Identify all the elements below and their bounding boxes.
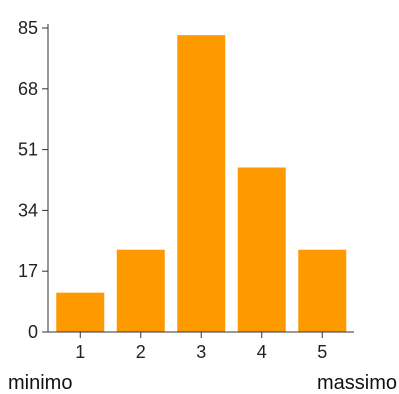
x-tick-label: 2 (136, 342, 146, 362)
bar-5 (298, 249, 347, 332)
x-tick-label: 4 (257, 342, 267, 362)
x-axis-max-label: massimo (316, 372, 397, 394)
y-tick-label: 0 (28, 322, 38, 342)
y-tick-label: 17 (18, 261, 38, 281)
y-tick-label: 51 (18, 140, 38, 160)
bar-2 (116, 249, 165, 332)
x-tick-label: 5 (317, 342, 327, 362)
y-tick-label: 85 (18, 18, 38, 38)
x-tick-label: 1 (75, 342, 85, 362)
bars-group (56, 35, 347, 332)
y-axis-ticks: 0 17 34 51 68 85 (18, 18, 48, 342)
y-tick-label: 68 (18, 79, 38, 99)
x-tick-label: 3 (196, 342, 206, 362)
x-axis-min-label: minimo (8, 372, 73, 394)
x-axis-ticks: 1 2 3 4 5 (75, 332, 327, 362)
bar-3 (177, 35, 226, 332)
bar-1 (56, 292, 105, 332)
y-tick-label: 34 (18, 200, 38, 220)
bar-4 (237, 167, 286, 332)
